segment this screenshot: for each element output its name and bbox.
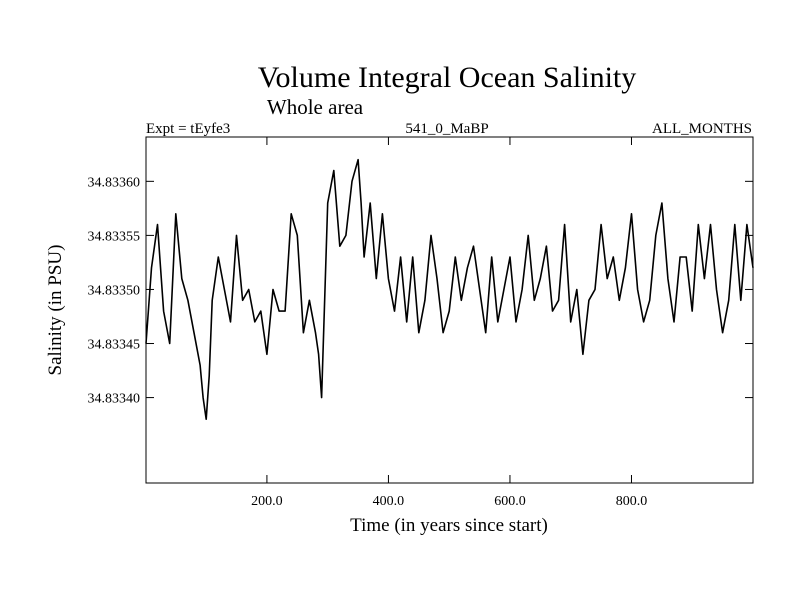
y-tick-label: 34.83350 bbox=[88, 283, 141, 298]
y-tick-label: 34.83360 bbox=[88, 175, 141, 190]
x-tick-label: 200.0 bbox=[251, 494, 283, 509]
y-axis-ticks: 34.83340 34.83345 34.83350 34.83355 34.83360 bbox=[88, 175, 753, 407]
x-axis-label: Time (in years since start) bbox=[350, 515, 548, 536]
plot-frame bbox=[145, 136, 754, 484]
header-right-label: ALL_MONTHS bbox=[652, 121, 752, 137]
y-tick-label: 34.83355 bbox=[88, 229, 141, 244]
y-tick-label: 34.83345 bbox=[88, 338, 141, 353]
y-tick-label: 34.83340 bbox=[88, 392, 141, 407]
x-tick-label: 400.0 bbox=[373, 494, 405, 509]
y-axis-label: Salinity (in PSU) bbox=[45, 245, 66, 376]
chart-subtitle: Whole area bbox=[267, 95, 364, 119]
x-tick-label: 800.0 bbox=[616, 494, 648, 509]
chart-title: Volume Integral Ocean Salinity bbox=[258, 61, 637, 94]
salinity-series-line bbox=[145, 158, 754, 420]
header-center-label: 541_0_MaBP bbox=[405, 121, 488, 137]
x-axis-ticks: 200.0 400.0 600.0 800.0 bbox=[251, 137, 647, 509]
header-left-label: Expt = tEyfe3 bbox=[146, 121, 230, 137]
x-tick-label: 600.0 bbox=[494, 494, 526, 509]
